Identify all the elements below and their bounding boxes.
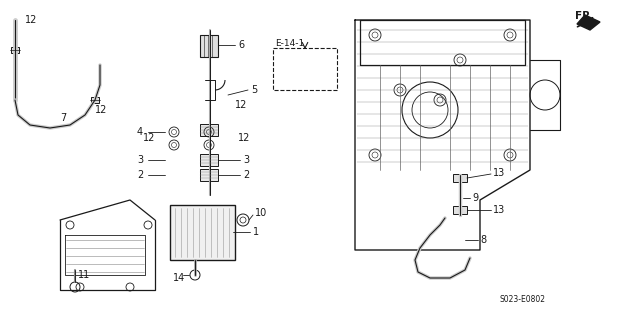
Text: 1: 1 bbox=[253, 227, 259, 237]
Text: 13: 13 bbox=[493, 168, 505, 178]
Text: 6: 6 bbox=[238, 40, 244, 50]
Text: 8: 8 bbox=[480, 235, 486, 245]
Text: 3: 3 bbox=[137, 155, 143, 165]
Text: S023-E0802: S023-E0802 bbox=[500, 295, 546, 305]
Bar bbox=[11, 47, 19, 53]
Text: 5: 5 bbox=[251, 85, 257, 95]
Text: 11: 11 bbox=[78, 270, 90, 280]
Bar bbox=[200, 154, 218, 166]
Text: 12: 12 bbox=[238, 133, 250, 143]
Bar bbox=[453, 174, 467, 182]
Bar bbox=[200, 35, 218, 57]
Polygon shape bbox=[577, 15, 600, 30]
Text: FR.: FR. bbox=[575, 11, 595, 21]
Text: 2: 2 bbox=[243, 170, 249, 180]
Text: 13: 13 bbox=[493, 205, 505, 215]
Bar bbox=[453, 206, 467, 214]
Text: 7: 7 bbox=[60, 113, 67, 123]
Text: 12: 12 bbox=[143, 133, 155, 143]
Bar bbox=[200, 169, 218, 181]
Text: 10: 10 bbox=[255, 208, 268, 218]
Text: 9: 9 bbox=[472, 193, 478, 203]
Text: 2: 2 bbox=[137, 170, 143, 180]
Text: 14: 14 bbox=[173, 273, 185, 283]
Text: 12: 12 bbox=[235, 100, 248, 110]
Bar bbox=[91, 97, 99, 103]
Text: 12: 12 bbox=[25, 15, 37, 25]
Bar bbox=[170, 205, 235, 260]
Text: 12: 12 bbox=[95, 105, 108, 115]
Text: 4: 4 bbox=[137, 127, 143, 137]
Text: 3: 3 bbox=[243, 155, 249, 165]
Bar bbox=[200, 124, 218, 136]
Text: E-14-1: E-14-1 bbox=[275, 39, 304, 48]
